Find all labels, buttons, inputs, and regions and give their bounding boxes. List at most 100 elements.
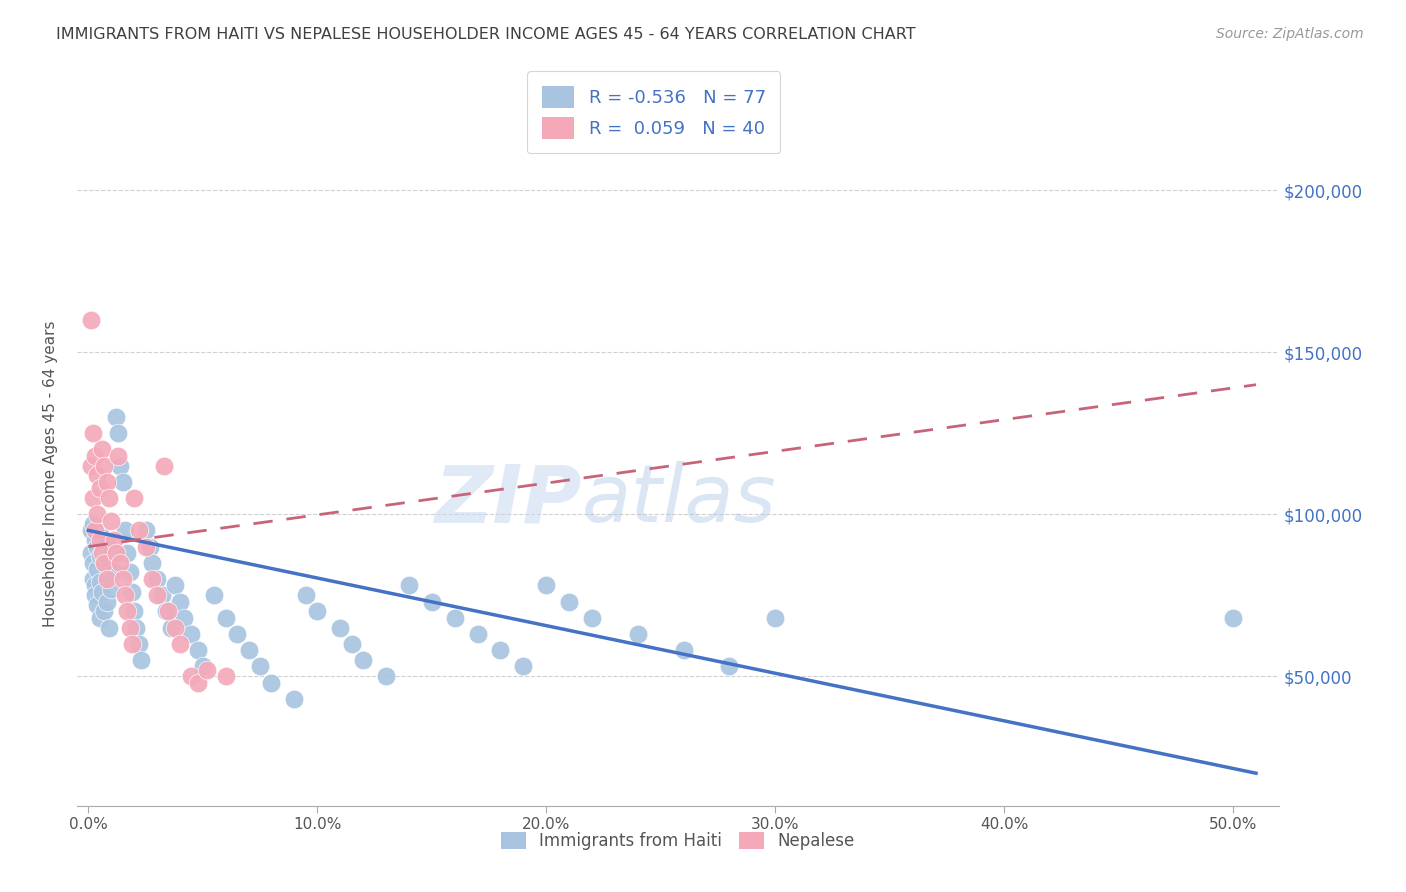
Point	[96, 475, 118, 489]
Point	[79, 458, 101, 473]
Point	[100, 514, 122, 528]
Point	[89, 549, 111, 564]
Point	[118, 621, 141, 635]
Point	[115, 546, 138, 560]
Point	[84, 533, 107, 548]
Point	[100, 582, 122, 596]
Point	[249, 659, 271, 673]
Point	[226, 627, 249, 641]
Point	[86, 468, 108, 483]
Legend: R = -0.536   N = 77, R =  0.059   N = 40: R = -0.536 N = 77, R = 0.059 N = 40	[527, 71, 780, 153]
Point	[187, 675, 209, 690]
Point	[111, 475, 134, 489]
Point	[91, 585, 114, 599]
Y-axis label: Householder Income Ages 45 - 64 years: Householder Income Ages 45 - 64 years	[44, 320, 58, 627]
Point	[173, 611, 195, 625]
Point	[128, 524, 150, 538]
Point	[91, 546, 114, 560]
Text: ZIP: ZIP	[434, 461, 582, 540]
Point	[627, 627, 650, 641]
Point	[195, 663, 218, 677]
Point	[86, 507, 108, 521]
Point	[111, 572, 134, 586]
Point	[84, 524, 107, 538]
Point	[153, 458, 176, 473]
Point	[121, 637, 143, 651]
Point	[329, 621, 352, 635]
Point	[672, 643, 695, 657]
Point	[115, 604, 138, 618]
Point	[718, 659, 741, 673]
Point	[238, 643, 260, 657]
Point	[191, 659, 214, 673]
Point	[89, 533, 111, 548]
Point	[536, 578, 558, 592]
Point	[260, 675, 283, 690]
Point	[93, 458, 115, 473]
Point	[89, 575, 111, 590]
Text: Source: ZipAtlas.com: Source: ZipAtlas.com	[1216, 27, 1364, 41]
Point	[86, 540, 108, 554]
Point	[89, 611, 111, 625]
Text: IMMIGRANTS FROM HAITI VS NEPALESE HOUSEHOLDER INCOME AGES 45 - 64 YEARS CORRELAT: IMMIGRANTS FROM HAITI VS NEPALESE HOUSEH…	[56, 27, 915, 42]
Text: atlas: atlas	[582, 461, 776, 540]
Point	[187, 643, 209, 657]
Point	[97, 559, 120, 574]
Point	[128, 637, 150, 651]
Point	[165, 621, 187, 635]
Point	[93, 552, 115, 566]
Point	[82, 572, 104, 586]
Point	[180, 669, 202, 683]
Point	[96, 536, 118, 550]
Point	[202, 588, 225, 602]
Point	[84, 588, 107, 602]
Point	[489, 643, 512, 657]
Point	[86, 598, 108, 612]
Point	[114, 588, 136, 602]
Point	[82, 556, 104, 570]
Point	[215, 669, 238, 683]
Point	[89, 481, 111, 495]
Point	[91, 442, 114, 457]
Point	[110, 458, 132, 473]
Point	[763, 611, 786, 625]
Point	[467, 627, 489, 641]
Point	[93, 556, 115, 570]
Point	[141, 556, 163, 570]
Point	[295, 588, 318, 602]
Point	[352, 653, 374, 667]
Point	[82, 491, 104, 505]
Point	[84, 449, 107, 463]
Point	[512, 659, 534, 673]
Point	[155, 604, 177, 618]
Point	[581, 611, 603, 625]
Point	[169, 594, 191, 608]
Point	[135, 524, 157, 538]
Point	[125, 621, 148, 635]
Point	[104, 410, 127, 425]
Point	[122, 491, 145, 505]
Point	[79, 546, 101, 560]
Point	[283, 691, 305, 706]
Point	[443, 611, 465, 625]
Point	[139, 540, 162, 554]
Point	[375, 669, 398, 683]
Point	[180, 627, 202, 641]
Point	[114, 524, 136, 538]
Point	[118, 566, 141, 580]
Point	[169, 637, 191, 651]
Point	[97, 491, 120, 505]
Point	[104, 546, 127, 560]
Point	[215, 611, 238, 625]
Point	[121, 585, 143, 599]
Point	[82, 516, 104, 531]
Point	[103, 533, 125, 548]
Point	[79, 524, 101, 538]
Point	[1222, 611, 1244, 625]
Point	[150, 588, 173, 602]
Point	[97, 621, 120, 635]
Point	[340, 637, 363, 651]
Point	[420, 594, 443, 608]
Point	[96, 594, 118, 608]
Point	[307, 604, 329, 618]
